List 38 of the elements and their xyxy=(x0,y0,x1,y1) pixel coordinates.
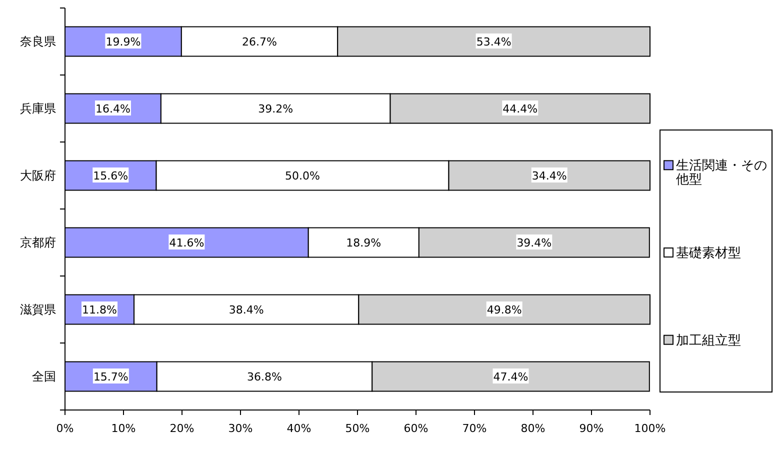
legend-label: 基礎素材型 xyxy=(676,246,741,261)
x-tick-label: 70% xyxy=(462,422,487,435)
data-label: 53.4% xyxy=(476,36,512,48)
data-label: 47.4% xyxy=(493,370,528,384)
y-tick-label: 兵庫県 xyxy=(20,102,56,116)
x-tick-label: 30% xyxy=(228,422,253,435)
x-tick-label: 40% xyxy=(286,422,312,435)
y-tick-label: 奈良県 xyxy=(20,34,56,48)
y-tick-label: 京都府 xyxy=(20,236,56,250)
data-label: 26.7% xyxy=(242,36,277,48)
data-label: 36.8% xyxy=(247,370,282,384)
legend-label: 生活関連・その他型 xyxy=(676,158,767,188)
y-tick-label: 全国 xyxy=(32,370,56,384)
data-label: 18.9% xyxy=(346,236,382,250)
x-tick-label: 50% xyxy=(345,422,370,435)
data-label: 41.6% xyxy=(169,236,204,250)
data-label: 34.4% xyxy=(532,170,567,182)
y-tick-label: 大阪府 xyxy=(20,168,56,182)
data-label: 39.2% xyxy=(258,102,294,116)
data-label: 16.4% xyxy=(95,102,130,116)
data-label: 49.8% xyxy=(486,304,522,316)
x-tick-label: 90% xyxy=(579,422,604,435)
x-tick-label: 100% xyxy=(634,422,666,435)
data-label: 38.4% xyxy=(228,304,264,316)
x-tick-label: 20% xyxy=(170,422,194,435)
data-label: 19.9% xyxy=(106,36,141,48)
legend-label: 加工組立型 xyxy=(676,332,741,348)
data-label: 44.4% xyxy=(502,102,538,116)
data-label: 50.0% xyxy=(285,170,320,182)
x-tick-label: 10% xyxy=(111,422,136,435)
y-tick-label: 滋賀県 xyxy=(20,302,56,316)
data-label: 15.6% xyxy=(93,170,128,182)
x-tick-label: 60% xyxy=(404,422,428,435)
data-label: 11.8% xyxy=(82,304,117,316)
x-tick-label: 80% xyxy=(520,422,546,435)
data-label: 15.7% xyxy=(93,370,128,384)
x-tick-label: 0% xyxy=(56,422,74,435)
data-label: 39.4% xyxy=(516,236,552,250)
